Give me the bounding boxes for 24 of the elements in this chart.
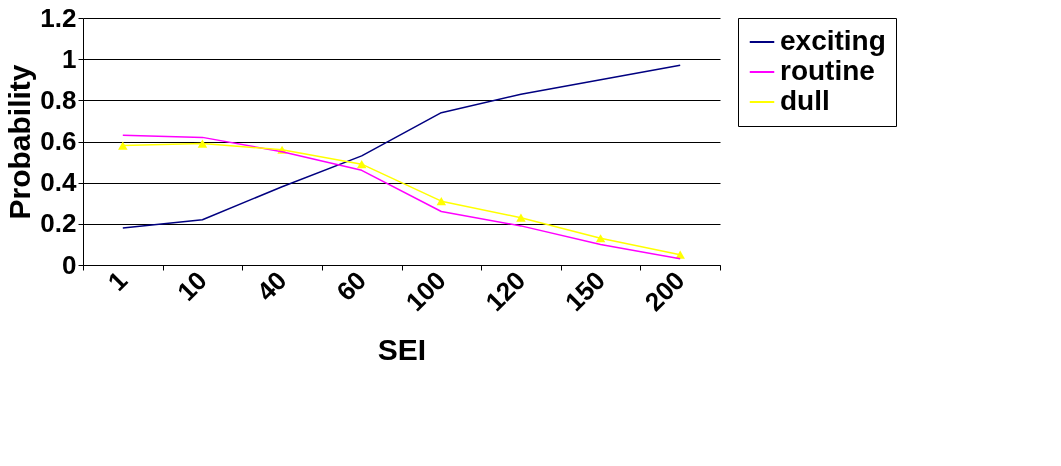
x-tick-label: 200 [638,265,691,318]
legend-label: dull [780,85,830,116]
x-tick-label: 40 [250,265,293,307]
x-tick-label: 1 [101,265,134,297]
y-tick-label: 0.2 [40,208,77,239]
x-tick-label: 60 [330,265,373,307]
x-tick-label: 100 [399,265,452,318]
point [118,141,128,150]
y-tick-label: 0.8 [40,84,77,115]
point [516,213,526,222]
x-axis-title: SEI [377,333,427,367]
legend-label: exciting [780,25,886,56]
line-series [122,64,681,229]
y-tick-label: 1.2 [40,2,77,33]
x-tick-label: 150 [559,265,611,318]
legend-label: routine [780,55,875,86]
y-tick-label: 0.6 [40,126,77,156]
y-tick-label: 0 [62,249,77,280]
y-axis-title: Probability [3,64,37,220]
point [197,139,208,148]
y-tick-label: 0.4 [40,167,78,198]
x-tick-label: 10 [171,265,213,307]
y-tick-label: 1 [62,43,77,74]
x-tick-label: 120 [479,265,532,318]
